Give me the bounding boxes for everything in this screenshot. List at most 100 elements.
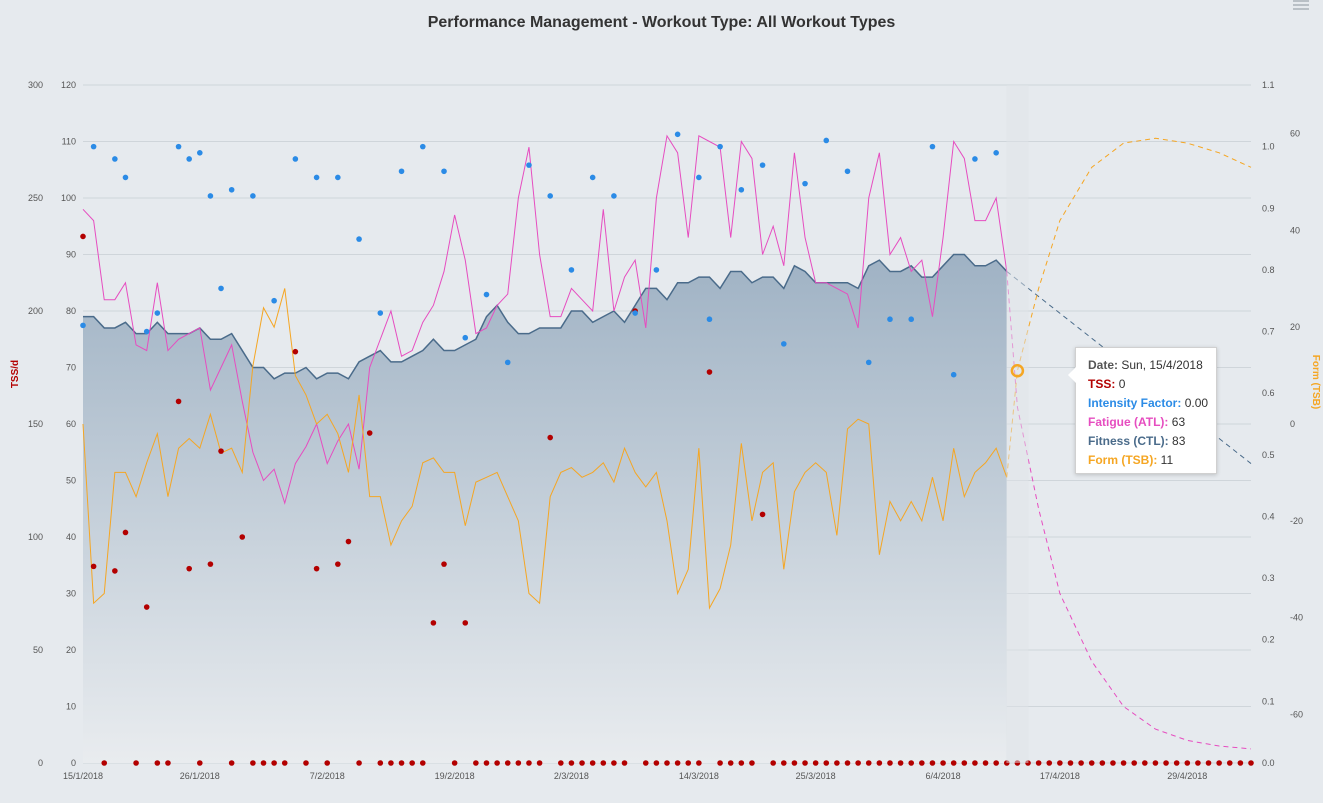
tooltip-tsb-value: 11 [1160,453,1174,467]
if-tick-label: 0.9 [1262,203,1275,213]
if-tick-label: 1.0 [1262,142,1275,152]
tss-point [802,760,808,766]
intensity-factor-point [568,267,575,273]
tss-point [1110,760,1116,766]
tooltip-atl-value: 63 [1171,415,1186,429]
intensity-factor-point [292,156,299,162]
tss-tick-label: 250 [28,193,43,203]
x-tick-label: 14/3/2018 [679,771,719,781]
tss-point [717,760,723,766]
intensity-factor-point [207,193,214,199]
if-tick-label: 0.4 [1262,511,1275,521]
ctl_atl-tick-label: 40 [66,532,76,542]
tss-point [1142,760,1148,766]
tss-point [547,434,553,441]
if-tick-label: 1.1 [1262,80,1275,90]
axes-group: 0501001502002503000102030405060708090100… [10,80,1321,781]
ctl_atl-tick-label: 80 [66,306,76,316]
tss-point [377,760,384,766]
if-tick-label: 0.0 [1262,758,1275,768]
ctl_atl-tick-label: 20 [66,645,76,655]
tsb-axis-title: Form (TSB) [1310,355,1321,409]
tss-point [749,760,755,766]
intensity-factor-point [759,162,766,168]
tss-point [1237,760,1244,766]
intensity-factor-point [823,137,830,144]
tss-point [430,620,437,626]
tss-point [919,760,925,766]
tss-point [1248,760,1254,766]
tss-point [1099,760,1106,766]
tss-point [494,760,500,766]
tsb-tick-label: -20 [1290,516,1303,526]
intensity-factor-point [908,316,915,323]
tss-point [642,760,649,766]
tsb-tick-label: 60 [1290,128,1300,138]
x-tick-label: 19/2/2018 [435,771,475,781]
tss-point [940,760,946,766]
ctl_atl-tick-label: 120 [61,80,76,90]
tooltip-if-value: 0.00 [1184,396,1209,410]
x-tick-label: 15/1/2018 [63,771,103,781]
intensity-factor-point [887,316,893,323]
x-tick-label: 25/3/2018 [796,771,836,781]
tss-point [579,760,585,766]
x-tick-label: 7/2/2018 [310,771,345,781]
tss-tick-label: 0 [38,758,43,768]
tss-point [366,430,373,436]
if-tick-label: 0.6 [1262,388,1275,398]
intensity-factor-point [250,193,256,199]
tooltip-arrow [1068,367,1076,383]
tss-point [1046,760,1053,766]
ctl-area [83,254,1007,763]
tss-point [961,760,968,766]
tss-point [175,398,182,405]
ctl_atl-tick-label: 110 [62,137,76,147]
tss-point [313,565,320,572]
tss-point [409,760,415,766]
intensity-factor-point [335,174,341,181]
tss-point [855,760,861,766]
tss-point [133,760,139,766]
intensity-factor-point [271,297,277,304]
chart-menu-icon[interactable] [1293,0,1309,12]
tss-point [228,760,235,766]
tss-point [165,760,171,766]
tss-point [515,760,522,766]
tss-point [1226,760,1233,766]
tss-point [706,369,713,375]
tss-point [929,760,936,766]
if-tick-label: 0.5 [1262,450,1275,460]
tss-point [674,760,681,766]
intensity-factor-point [589,174,596,181]
tss-point [558,760,564,766]
tooltip-date-value: Sun, 15/4/2018 [1121,358,1203,372]
tooltip-tsb-label: Form (TSB): [1088,453,1158,467]
tss-point [1163,760,1169,766]
tss-point [271,760,277,766]
tss-point [101,760,108,766]
intensity-factor-point [377,310,384,316]
hover-band [1006,85,1029,763]
tooltip-tss-label: TSS: [1088,377,1116,391]
tss-tick-label: 150 [28,419,43,429]
intensity-factor-point [90,143,97,150]
tss-point [664,760,670,766]
intensity-factor-point [738,186,745,193]
tss-point [335,561,341,567]
tss-point [823,760,830,766]
series-lines [82,134,1252,750]
ctl_atl-tick-label: 60 [66,419,76,429]
tss-point [611,760,617,766]
tss-point [621,760,628,766]
tss-point [685,760,692,766]
ctl_atl-tick-label: 90 [66,250,76,260]
fatigue-atl-projected-line [1006,271,1252,750]
intensity-factor-point [197,150,203,156]
tss-point [876,760,883,766]
intensity-factor-point [462,334,469,341]
ctl_atl-tick-label: 50 [66,476,76,486]
tss-point [1078,760,1084,766]
intensity-factor-point [950,371,957,378]
tss-point [834,760,840,766]
